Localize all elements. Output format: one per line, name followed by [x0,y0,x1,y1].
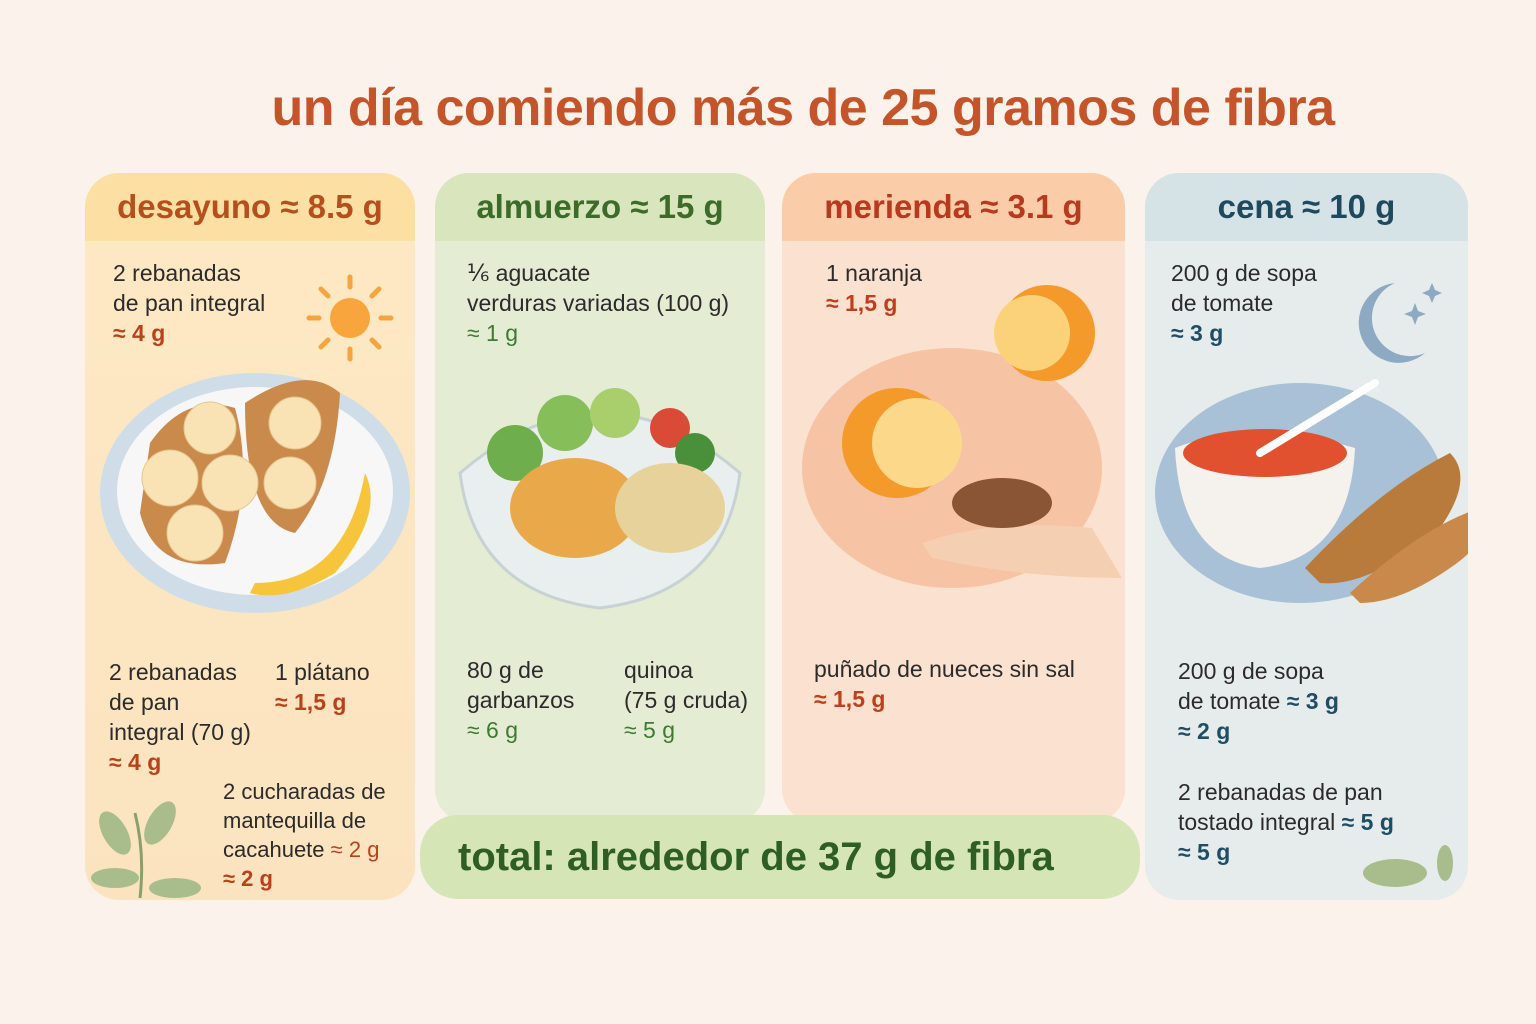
bowl-illustration [458,388,742,610]
item-text: 200 g de sopa de tomate ≈ 3 g [1171,260,1317,346]
item-text: quinoa (75 g cruda) ≈ 5 g [624,657,749,743]
toast-banana-illustration [100,373,410,613]
meal-card-desayuno: desayuno ≈ 8.5 g 2 rebanadas de pan inte… [85,173,415,900]
orange-nuts-illustration [802,285,1122,588]
page-title: un día comiendo más de 25 gramos de fibr… [271,79,1335,137]
item-text: puñado de nueces sin sal ≈ 1,5 g [814,656,1075,712]
item-text: 1 naranja ≈ 1,5 g [826,260,922,316]
item-text: 80 g de garbanzos ≈ 6 g [467,657,575,743]
soup-bread-illustration [1155,379,1468,603]
leaf-icon [1363,845,1453,887]
item-text: 2 rebanadas de pan integral ≈ 4 g [113,260,266,346]
meal-card-merienda: merienda ≈ 3.1 g 1 naranja ≈ 1,5 g puñado… [782,173,1125,823]
meal-header: almuerzo ≈ 15 g [435,173,765,241]
meal-header: cena ≈ 10 g [1145,173,1468,241]
leaf-icon [91,801,201,899]
sun-icon [306,274,394,362]
moon-icon [1358,283,1442,363]
item-text: ⅙ aguacate verduras variadas (100 g) ≈ 1 … [467,260,730,346]
meal-card-almuerzo: almuerzo ≈ 15 g ⅙ aguacate verduras vari… [435,173,765,823]
meal-header: merienda ≈ 3.1 g [782,173,1125,241]
item-text: 2 rebanadas de pan tostado integral ≈ 5 … [1178,779,1394,865]
item-text: 2 rebanadas de pan integral (70 g) ≈ 4 g [109,659,251,775]
item-text: 200 g de sopa de tomate ≈ 3 g ≈ 2 g [1178,658,1339,744]
item-text: 1 plátano ≈ 1,5 g [275,659,370,715]
total-banner: total: alrededor de 37 g de fibra [420,815,1140,899]
meal-header: desayuno ≈ 8.5 g [85,173,415,241]
item-text: 2 cucharadas de mantequilla de cacahuete… [223,779,386,891]
meal-card-cena: cena ≈ 10 g 200 g de sopa de tomate ≈ 3 g… [1145,173,1468,900]
